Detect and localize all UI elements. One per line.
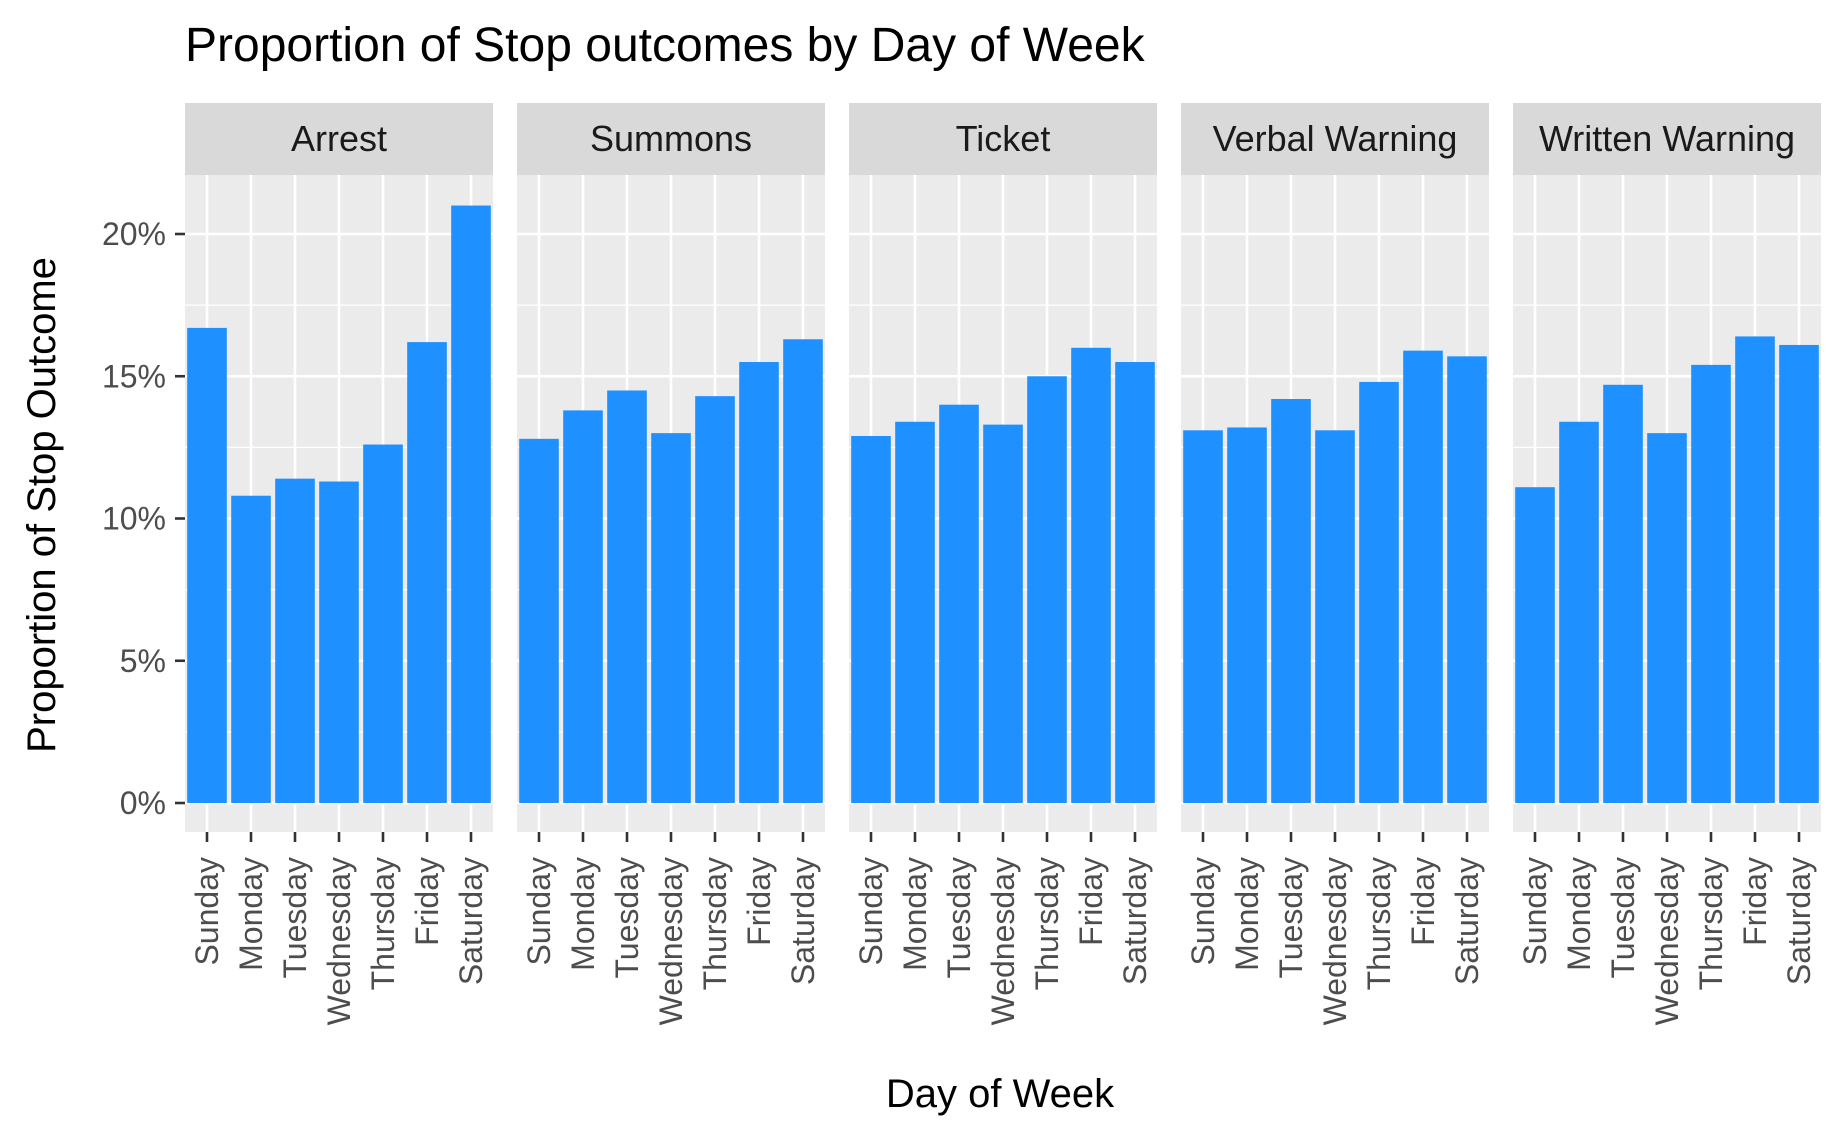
x-tick-label: Friday <box>1737 857 1773 946</box>
x-tick-label: Thursday <box>365 857 401 990</box>
facet-panel: Written Warning Sunday Monday Tuesday Wednes… <box>1513 103 1821 1025</box>
bar <box>231 495 271 803</box>
x-tick-label: Wednesday <box>1317 857 1353 1025</box>
chart-title: Proportion of Stop outcomes by Day of We… <box>185 19 1146 72</box>
x-tick-label: Monday <box>1229 857 1265 971</box>
facet-panel: Verbal Warning Sunday Monday Tuesday Wednesd… <box>1181 103 1489 1025</box>
bar <box>363 444 403 803</box>
facet-strip <box>517 103 825 175</box>
facet-strip-label: Written Warning <box>1539 118 1795 159</box>
bar <box>895 421 935 803</box>
y-tick-label: 10% <box>102 501 166 537</box>
bar <box>563 410 603 803</box>
bar <box>1227 427 1267 803</box>
facet-strip <box>1513 103 1821 175</box>
bar <box>1779 344 1819 803</box>
facet-strip-label: Ticket <box>956 118 1051 159</box>
x-tick-label: Friday <box>409 857 445 946</box>
bar <box>983 424 1023 803</box>
bar <box>939 404 979 803</box>
x-tick-label: Wednesday <box>985 857 1021 1025</box>
bar <box>1115 362 1155 803</box>
x-tick-label: Saturday <box>453 857 489 985</box>
bar <box>275 478 315 803</box>
facet-strip-label: Summons <box>590 118 752 159</box>
facet-strip <box>1181 103 1489 175</box>
x-tick-label: Sunday <box>1517 857 1553 966</box>
x-tick-label: Wednesday <box>653 857 689 1025</box>
bar <box>695 396 735 803</box>
x-tick-label: Saturday <box>1449 857 1485 985</box>
bar <box>1359 381 1399 803</box>
x-tick-label: Saturday <box>785 857 821 985</box>
bar <box>1691 364 1731 803</box>
bar <box>407 342 447 803</box>
x-tick-label: Tuesday <box>1605 857 1641 979</box>
bar <box>1735 336 1775 803</box>
x-tick-label: Saturday <box>1117 857 1153 985</box>
x-tick-label: Monday <box>897 857 933 971</box>
bar <box>187 327 227 803</box>
bar <box>1603 384 1643 803</box>
x-tick-label: Friday <box>1073 857 1109 946</box>
x-tick-label: Sunday <box>189 857 225 966</box>
bar <box>1071 347 1111 803</box>
bar <box>783 339 823 803</box>
bar <box>1515 487 1555 803</box>
facet-strip <box>185 103 493 175</box>
bar <box>1183 430 1223 803</box>
x-tick-label: Tuesday <box>941 857 977 979</box>
facet-strip-label: Verbal Warning <box>1213 118 1458 159</box>
facet-panel: Ticket Sunday Monday Tuesday Wednesday Thursd… <box>849 103 1157 1025</box>
x-tick-label: Monday <box>565 857 601 971</box>
x-tick-label: Tuesday <box>609 857 645 979</box>
y-axis-title: Proportion of Stop Outcome <box>20 257 64 753</box>
facet-strip-label: Arrest <box>291 118 387 159</box>
x-tick-label: Tuesday <box>1273 857 1309 979</box>
bar <box>451 205 491 804</box>
bar <box>1403 350 1443 803</box>
bar <box>1447 356 1487 803</box>
bar <box>739 362 779 803</box>
x-tick-label: Wednesday <box>1649 857 1685 1025</box>
bar <box>1027 376 1067 803</box>
bar <box>319 481 359 803</box>
y-tick-label: 15% <box>102 358 166 394</box>
x-tick-label: Tuesday <box>277 857 313 979</box>
x-tick-label: Monday <box>233 857 269 971</box>
y-tick-label: 0% <box>120 785 166 821</box>
x-axis-title: Day of Week <box>886 1072 1115 1116</box>
bar <box>1315 430 1355 803</box>
x-tick-label: Saturday <box>1781 857 1817 985</box>
bar <box>1647 433 1687 803</box>
x-tick-label: Sunday <box>521 857 557 966</box>
x-tick-label: Friday <box>741 857 777 946</box>
x-tick-label: Sunday <box>1185 857 1221 966</box>
bar <box>1271 399 1311 803</box>
facet-panel: Arrest Sunday Monday Tuesday Wednesday Thursd… <box>185 103 493 1025</box>
facet-panel: Summons Sunday Monday Tuesday Wednesday Thurs… <box>517 103 825 1025</box>
y-axis: 0% 5% 10% 15% 20% <box>102 216 185 821</box>
y-tick-label: 5% <box>120 643 166 679</box>
bar <box>519 438 559 803</box>
x-tick-label: Sunday <box>853 857 889 966</box>
x-tick-label: Thursday <box>1029 857 1065 990</box>
x-tick-label: Friday <box>1405 857 1441 946</box>
y-tick-label: 20% <box>102 216 166 252</box>
x-tick-label: Thursday <box>1693 857 1729 990</box>
facet-strip <box>849 103 1157 175</box>
x-tick-label: Thursday <box>697 857 733 990</box>
bar <box>651 433 691 803</box>
x-tick-label: Monday <box>1561 857 1597 971</box>
x-tick-label: Thursday <box>1361 857 1397 990</box>
x-tick-label: Wednesday <box>321 857 357 1025</box>
bar <box>1559 421 1599 803</box>
bar <box>607 390 647 803</box>
bar <box>851 435 891 803</box>
